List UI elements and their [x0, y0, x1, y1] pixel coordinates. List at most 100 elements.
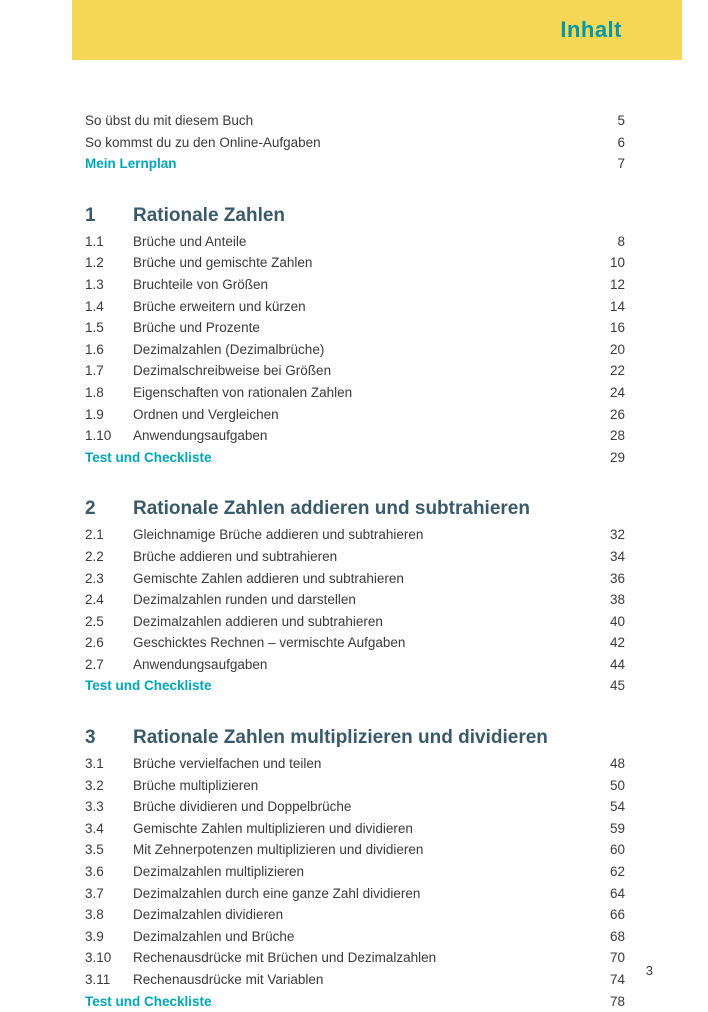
toc-item-label: Brüche dividieren und Doppelbrüche	[133, 796, 585, 818]
toc-item-label: Dezimalzahlen addieren und subtrahieren	[133, 611, 585, 633]
toc-item-label: Ordnen und Vergleichen	[133, 404, 585, 426]
intro-page: 5	[585, 110, 625, 132]
toc-item-label: Rechenausdrücke mit Brüchen und Dezimalz…	[133, 947, 585, 969]
toc-item-number: 3.6	[85, 861, 133, 883]
toc-item-number: 3.5	[85, 839, 133, 861]
toc-item-page: 62	[585, 861, 625, 883]
toc-item-page: 26	[585, 404, 625, 426]
chapters-section: 1Rationale Zahlen1.1Brüche und Anteile81…	[85, 205, 625, 1012]
toc-item-label: Dezimalschreibweise bei Größen	[133, 360, 585, 382]
toc-item-label: Dezimalzahlen dividieren	[133, 904, 585, 926]
toc-item-number: 2.3	[85, 568, 133, 590]
intro-page: 6	[585, 132, 625, 154]
toc-item-number: 3.2	[85, 775, 133, 797]
chapter-number: 1	[85, 205, 133, 227]
toc-item-page: 34	[585, 546, 625, 568]
toc-item-label: Brüche addieren und subtrahieren	[133, 546, 585, 568]
chapter-footer-page: 45	[585, 675, 625, 697]
toc-row: 2.3Gemischte Zahlen addieren und subtrah…	[85, 568, 625, 590]
toc-row: 3.9Dezimalzahlen und Brüche68	[85, 926, 625, 948]
toc-item-page: 68	[585, 926, 625, 948]
toc-item-number: 2.7	[85, 654, 133, 676]
toc-item-number: 2.6	[85, 632, 133, 654]
toc-item-label: Anwendungsaufgaben	[133, 425, 585, 447]
toc-item-number: 2.2	[85, 546, 133, 568]
header-banner: Inhalt	[72, 0, 682, 60]
toc-row: 3.8Dezimalzahlen dividieren66	[85, 904, 625, 926]
toc-item-number: 3.9	[85, 926, 133, 948]
toc-item-page: 44	[585, 654, 625, 676]
toc-item-page: 12	[585, 274, 625, 296]
chapter-title: Rationale Zahlen	[133, 205, 285, 227]
toc-item-label: Geschicktes Rechnen – vermischte Aufgabe…	[133, 632, 585, 654]
toc-item-page: 42	[585, 632, 625, 654]
toc-row: 1.3Bruchteile von Größen12	[85, 274, 625, 296]
toc-content: So übst du mit diesem Buch5So kommst du …	[85, 110, 625, 1012]
toc-item-label: Brüche und gemischte Zahlen	[133, 252, 585, 274]
chapter-block: 1Rationale Zahlen1.1Brüche und Anteile81…	[85, 205, 625, 469]
intro-label: So kommst du zu den Online-Aufgaben	[85, 132, 585, 154]
toc-item-page: 60	[585, 839, 625, 861]
toc-row: 3.6Dezimalzahlen multiplizieren62	[85, 861, 625, 883]
toc-item-label: Dezimalzahlen runden und darstellen	[133, 589, 585, 611]
chapter-footer-label: Test und Checkliste	[85, 675, 212, 697]
toc-item-label: Brüche und Prozente	[133, 317, 585, 339]
intro-label: So übst du mit diesem Buch	[85, 110, 585, 132]
toc-item-number: 2.4	[85, 589, 133, 611]
toc-item-number: 1.7	[85, 360, 133, 382]
toc-item-page: 54	[585, 796, 625, 818]
toc-item-label: Mit Zehnerpotenzen multiplizieren und di…	[133, 839, 585, 861]
chapter-title: Rationale Zahlen multiplizieren und divi…	[133, 727, 548, 749]
toc-item-label: Rechenausdrücke mit Variablen	[133, 969, 585, 991]
toc-row: 2.5Dezimalzahlen addieren und subtrahier…	[85, 611, 625, 633]
toc-item-label: Brüche und Anteile	[133, 231, 585, 253]
toc-item-number: 3.10	[85, 947, 133, 969]
chapter-header: 2Rationale Zahlen addieren und subtrahie…	[85, 498, 625, 520]
intro-row: So übst du mit diesem Buch5	[85, 110, 625, 132]
chapter-title: Rationale Zahlen addieren und subtrahier…	[133, 498, 530, 520]
chapter-footer: Test und Checkliste 45	[85, 675, 625, 697]
toc-item-page: 32	[585, 524, 625, 546]
toc-row: 3.7Dezimalzahlen durch eine ganze Zahl d…	[85, 883, 625, 905]
toc-item-number: 1.4	[85, 296, 133, 318]
toc-item-number: 1.2	[85, 252, 133, 274]
toc-row: 2.7Anwendungsaufgaben44	[85, 654, 625, 676]
toc-item-label: Anwendungsaufgaben	[133, 654, 585, 676]
toc-item-page: 64	[585, 883, 625, 905]
toc-item-number: 1.1	[85, 231, 133, 253]
toc-item-label: Gleichnamige Brüche addieren und subtrah…	[133, 524, 585, 546]
toc-item-number: 1.8	[85, 382, 133, 404]
chapter-footer: Test und Checkliste78	[85, 991, 625, 1012]
toc-item-label: Dezimalzahlen (Dezimalbrüche)	[133, 339, 585, 361]
chapter-footer: Test und Checkliste29	[85, 447, 625, 469]
toc-item-label: Dezimalzahlen durch eine ganze Zahl divi…	[133, 883, 585, 905]
toc-row: 3.2Brüche multiplizieren50	[85, 775, 625, 797]
toc-item-label: Brüche erweitern und kürzen	[133, 296, 585, 318]
toc-row: 1.5Brüche und Prozente16	[85, 317, 625, 339]
toc-item-label: Brüche vervielfachen und teilen	[133, 753, 585, 775]
toc-row: 2.4Dezimalzahlen runden und darstellen38	[85, 589, 625, 611]
toc-item-label: Dezimalzahlen und Brüche	[133, 926, 585, 948]
toc-row: 3.5Mit Zehnerpotenzen multiplizieren und…	[85, 839, 625, 861]
toc-item-label: Brüche multiplizieren	[133, 775, 585, 797]
toc-item-label: Gemischte Zahlen multiplizieren und divi…	[133, 818, 585, 840]
toc-item-page: 14	[585, 296, 625, 318]
toc-row: 3.4Gemischte Zahlen multiplizieren und d…	[85, 818, 625, 840]
chapter-number: 2	[85, 498, 133, 520]
toc-row: 2.2Brüche addieren und subtrahieren34	[85, 546, 625, 568]
toc-item-page: 38	[585, 589, 625, 611]
toc-item-page: 36	[585, 568, 625, 590]
toc-item-page: 70	[585, 947, 625, 969]
toc-row: 1.6Dezimalzahlen (Dezimalbrüche)20	[85, 339, 625, 361]
chapter-footer-page: 78	[585, 991, 625, 1012]
toc-row: 1.8Eigenschaften von rationalen Zahlen24	[85, 382, 625, 404]
toc-item-page: 48	[585, 753, 625, 775]
toc-item-number: 1.6	[85, 339, 133, 361]
toc-item-label: Dezimalzahlen multiplizieren	[133, 861, 585, 883]
intro-section: So übst du mit diesem Buch5So kommst du …	[85, 110, 625, 175]
intro-row: Mein Lernplan7	[85, 153, 625, 175]
toc-item-page: 16	[585, 317, 625, 339]
toc-item-number: 3.3	[85, 796, 133, 818]
toc-item-number: 3.8	[85, 904, 133, 926]
toc-row: 1.1Brüche und Anteile8	[85, 231, 625, 253]
